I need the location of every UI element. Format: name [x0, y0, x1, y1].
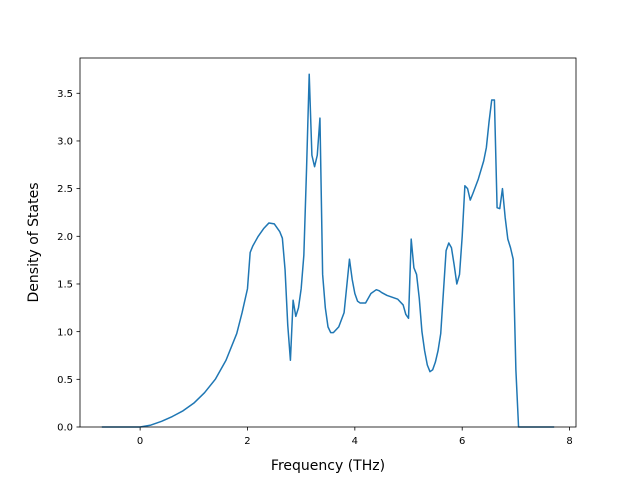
y-tick-label: 2.5: [57, 184, 73, 195]
x-tick-label: 8: [566, 436, 572, 447]
x-axis-ticks: 0 2 4 6 8: [137, 427, 573, 447]
y-axis-label: Density of States: [26, 183, 42, 303]
x-tick-label: 4: [352, 436, 358, 447]
plot-area-frame: [79, 57, 577, 428]
y-tick-label: 2.0: [57, 232, 73, 243]
y-tick-label: 1.5: [57, 280, 73, 291]
x-tick-label: 2: [244, 436, 250, 447]
x-axis-label: Frequency (THz): [271, 458, 385, 474]
dos-series-line: [101, 73, 555, 428]
y-tick-label: 0.0: [57, 423, 73, 434]
y-tick-label: 3.0: [57, 137, 73, 148]
y-tick-label: 0.5: [57, 375, 73, 386]
y-tick-label: 3.5: [57, 89, 73, 100]
x-tick-label: 6: [459, 436, 465, 447]
y-tick-label: 1.0: [57, 327, 73, 338]
y-axis-ticks: 0.0 0.5 1.0 1.5 2.0 2.5 3.0 3.5: [57, 89, 80, 434]
x-tick-label: 0: [137, 436, 143, 447]
